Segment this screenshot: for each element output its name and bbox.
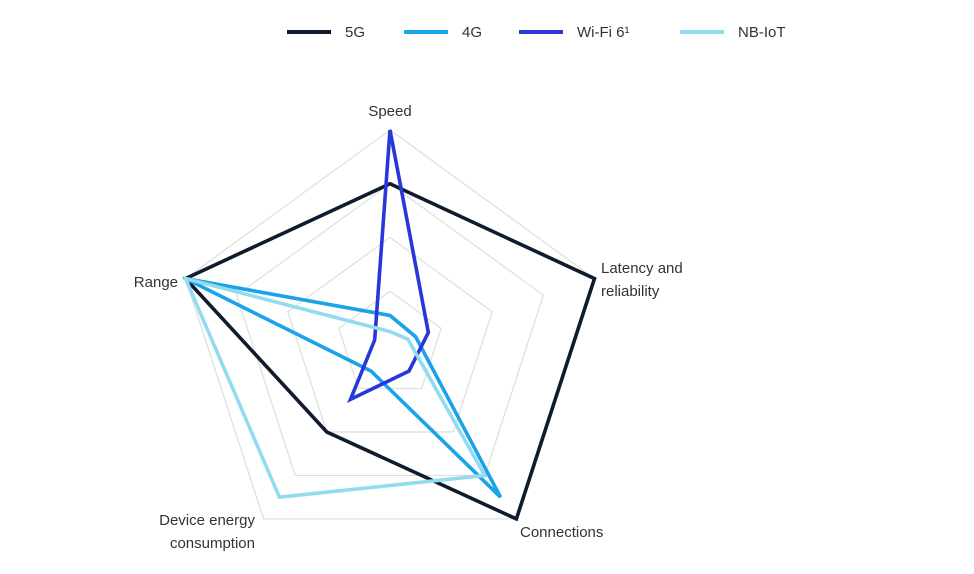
axis-label-latency-and-reliability: Latency and reliability (601, 260, 683, 300)
axis-label-connections: Connections (520, 524, 603, 541)
axis-label-speed: Speed (368, 103, 411, 120)
legend-item-wi-fi-6: Wi-Fi 6¹ (519, 24, 630, 41)
legend-label-nb-iot: NB-IoT (738, 24, 786, 41)
grid-ring-4 (184, 129, 596, 520)
series-wi-fi-6-line (347, 129, 431, 404)
series-layer (182, 129, 597, 522)
legend-label-wi-fi-6: Wi-Fi 6¹ (577, 24, 630, 41)
series-4g-line (184, 276, 503, 499)
legend-label-5g: 5G (345, 24, 365, 41)
series-nb-iot-line (182, 275, 488, 500)
legend-item-4g: 4G (404, 24, 482, 41)
grid-ring-3 (235, 183, 545, 477)
axis-labels: Speed Latency and reliability Connections De… (134, 103, 683, 552)
legend: 5G 4G Wi-Fi 6¹ NB-IoT (287, 24, 786, 41)
series-5g-line (182, 181, 597, 522)
axis-label-device-energy-consumption: Device energy consumption (159, 512, 255, 552)
grid-ring-2 (287, 236, 493, 433)
legend-item-nb-iot: NB-IoT (680, 24, 786, 41)
legend-item-5g: 5G (287, 24, 365, 41)
axis-label-range: Range (134, 274, 178, 291)
legend-label-4g: 4G (462, 24, 482, 41)
